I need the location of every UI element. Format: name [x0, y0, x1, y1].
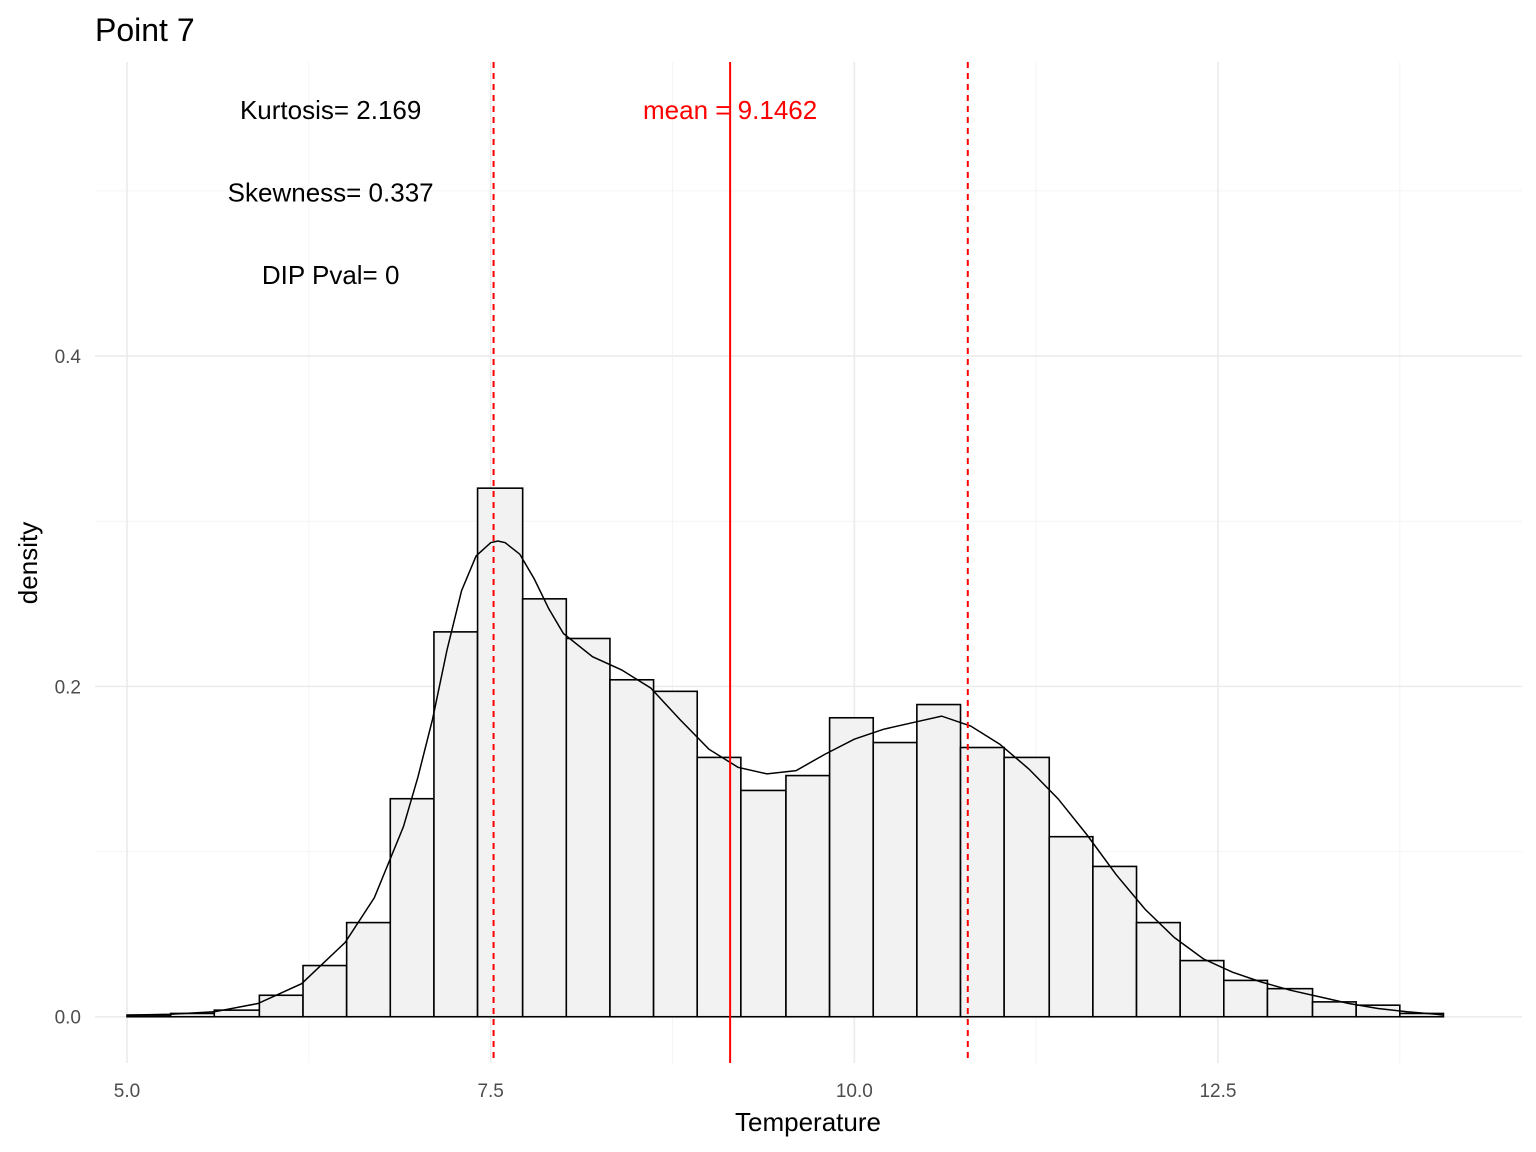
histogram-bar: [1266, 987, 1314, 1018]
histogram-bar: [1003, 756, 1051, 1018]
x-axis-ticks: 5.0 7.5 10.0 12.5: [114, 1081, 1237, 1102]
histogram-bar: [652, 690, 699, 1018]
histogram-bar: [565, 637, 611, 1018]
histogram-bar: [258, 994, 304, 1018]
histogram-bar: [1048, 835, 1094, 1018]
y-axis-ticks: 0.0 0.2 0.4: [55, 347, 82, 1029]
annotation-label: Skewness= 0.337: [228, 177, 434, 207]
x-tick-label: 5.0: [114, 1081, 140, 1102]
histogram-bar: [740, 789, 787, 1018]
density-curve: [126, 540, 1444, 1016]
histogram-bar: [433, 631, 479, 1018]
histogram-bar: [1092, 865, 1138, 1018]
annotation-label: DIP Pval= 0: [262, 260, 400, 290]
histogram-bar: [872, 741, 918, 1018]
annotation-label: Kurtosis= 2.169: [240, 95, 421, 125]
annotations: Kurtosis= 2.169 Skewness= 0.337 DIP Pval= …: [228, 95, 818, 290]
histogram-bar: [1222, 979, 1269, 1018]
histogram-bar: [1179, 959, 1225, 1018]
histogram-bar: [389, 797, 435, 1018]
y-axis-title: density: [13, 522, 43, 604]
histogram-bar: [828, 716, 875, 1018]
histogram-bar: [345, 921, 392, 1018]
histogram-bar: [476, 487, 524, 1018]
histogram-bar: [521, 598, 568, 1018]
histogram-bar: [696, 756, 742, 1018]
histogram-bar: [959, 746, 1005, 1018]
annotation-label: mean = 9.1462: [643, 95, 817, 125]
x-tick-label: 10.0: [836, 1081, 873, 1102]
reference-lines: [492, 62, 969, 1063]
y-tick-label: 0.4: [55, 347, 82, 368]
histogram-bar: [302, 964, 348, 1018]
x-tick-label: 12.5: [1199, 1081, 1236, 1102]
histogram-bar: [609, 678, 655, 1018]
histogram-bars: [126, 487, 1445, 1018]
histogram-bar: [916, 703, 962, 1018]
y-tick-label: 0.0: [55, 1008, 81, 1029]
histogram-bar: [785, 774, 831, 1018]
y-tick-label: 0.2: [55, 677, 81, 698]
chart-title: Point 7: [95, 12, 195, 48]
x-axis-title: Temperature: [735, 1107, 881, 1137]
histogram-bar: [1135, 921, 1181, 1018]
x-tick-label: 7.5: [477, 1081, 503, 1102]
density-curve-group: [126, 540, 1444, 1016]
